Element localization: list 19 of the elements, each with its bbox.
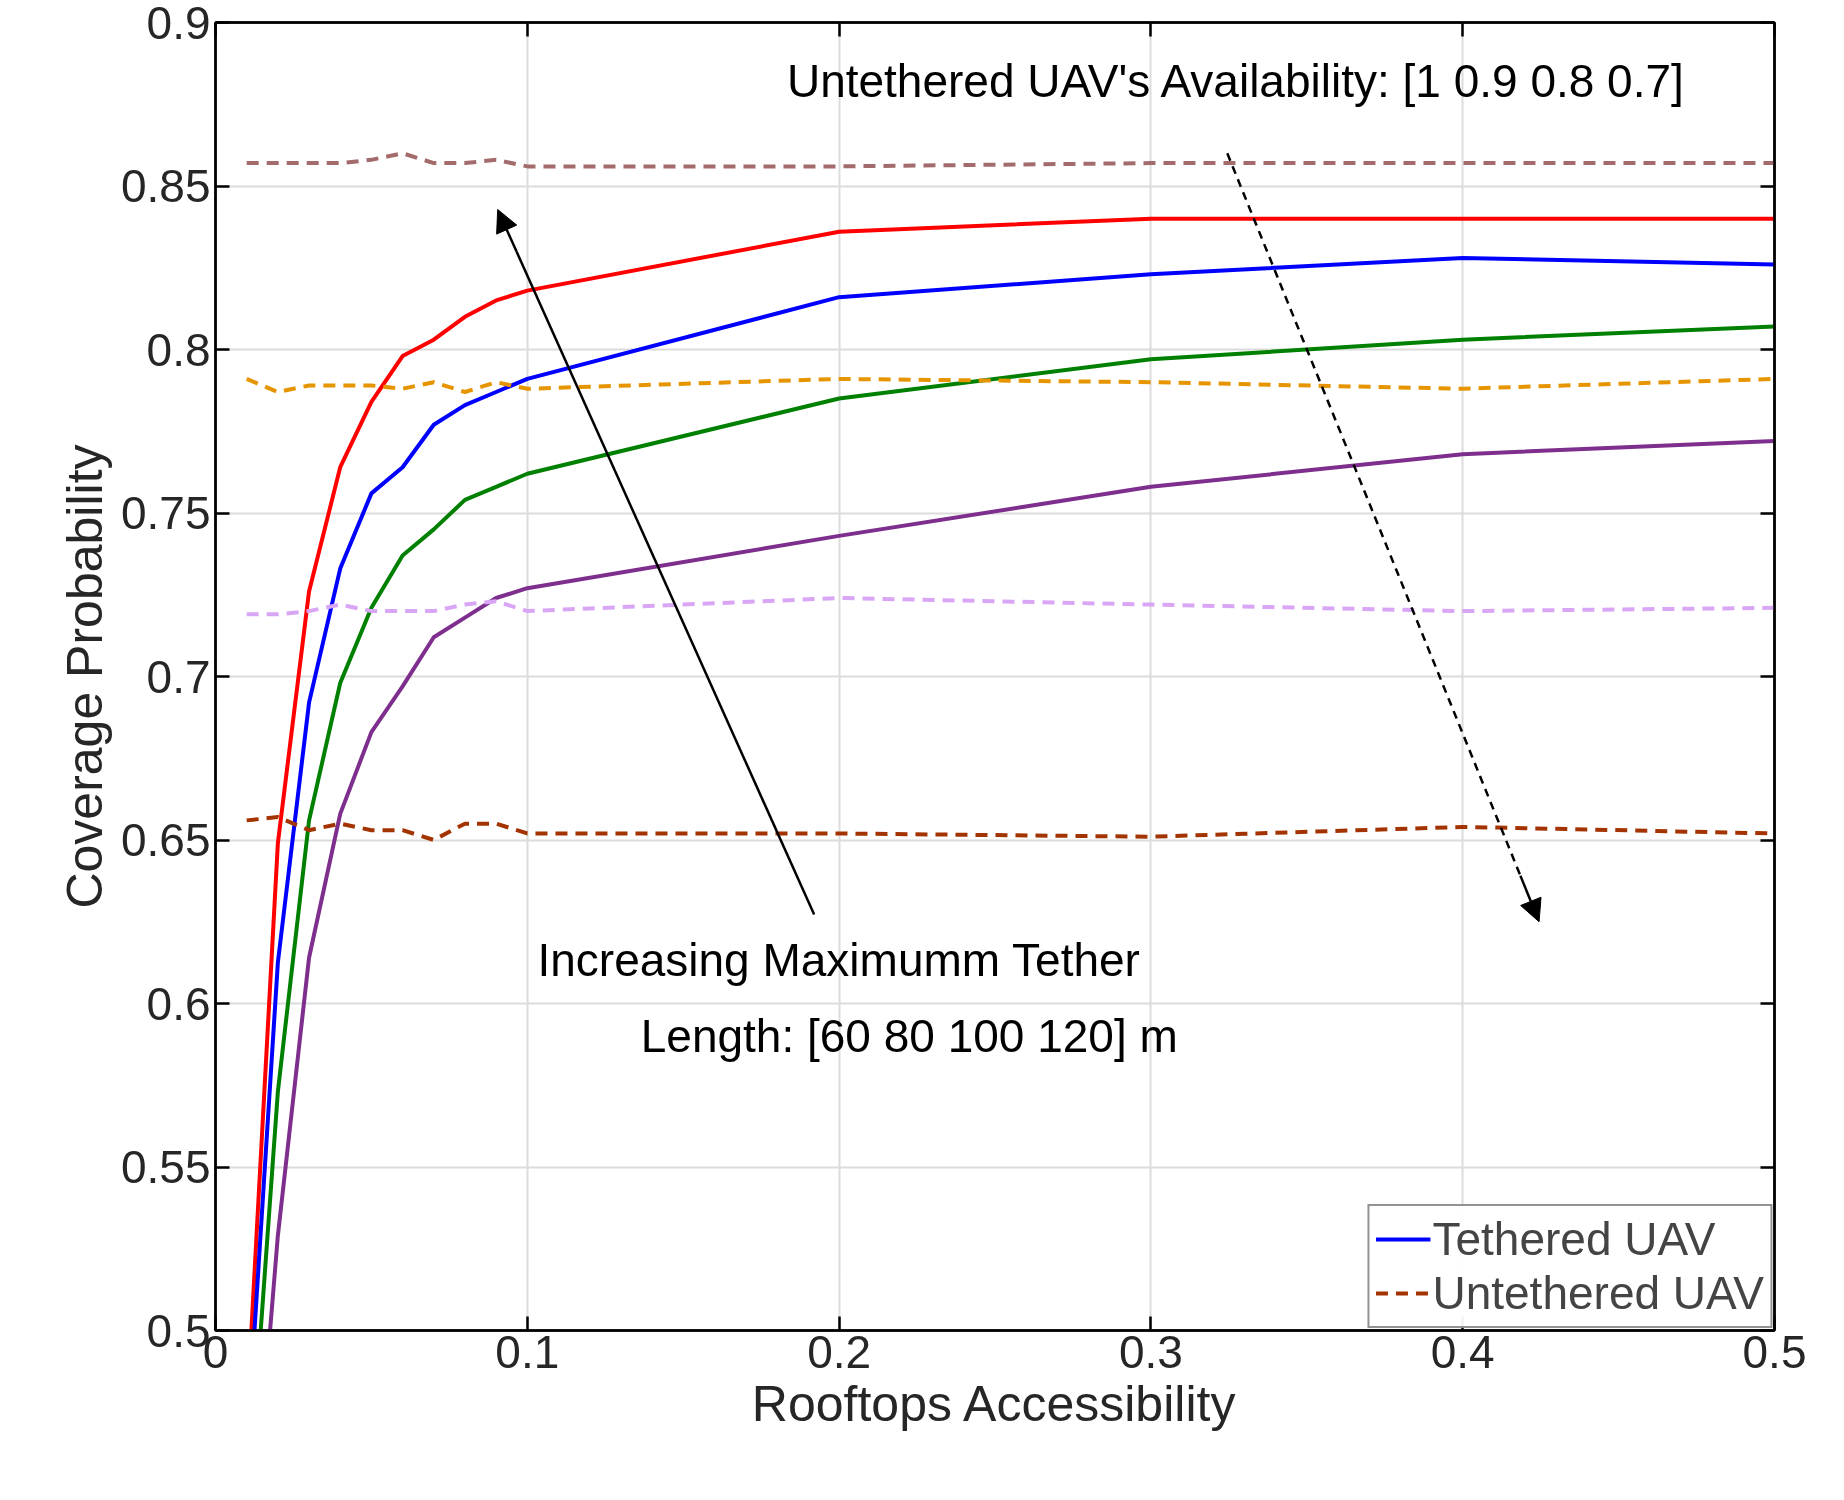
x-tick-label: 0.3	[1118, 1325, 1183, 1378]
x-axis-title: Rooftops Accessibility	[751, 1375, 1236, 1432]
y-axis-title: Coverage Probability	[56, 444, 113, 909]
x-tick-label: 0.2	[807, 1325, 872, 1378]
y-tick-label: 0.6	[146, 977, 211, 1030]
y-tick-label: 0.85	[120, 160, 211, 212]
legend-label: Untethered UAV	[1432, 1266, 1764, 1320]
annotation: Untethered UAV's Availability: [1 0.9 0.8 0.7]	[786, 55, 1684, 108]
y-tick-label: 0.65	[120, 814, 211, 866]
y-tick-label: 0.55	[120, 1141, 211, 1193]
legend-label: Tethered UAV	[1432, 1212, 1716, 1266]
y-tick-label: 0.9	[146, 0, 211, 49]
y-tick-label: 0.8	[146, 323, 211, 376]
y-tick-label: 0.75	[120, 487, 211, 539]
annotation: Increasing Maximumm Tether Length: [60 80 100 120] m	[537, 934, 1178, 1063]
x-tick-label: 0.1	[495, 1325, 560, 1378]
x-tick-label: 0.4	[1430, 1325, 1495, 1378]
y-tick-label: 0.7	[146, 650, 211, 703]
x-tick-label: 0.5	[1742, 1325, 1807, 1378]
